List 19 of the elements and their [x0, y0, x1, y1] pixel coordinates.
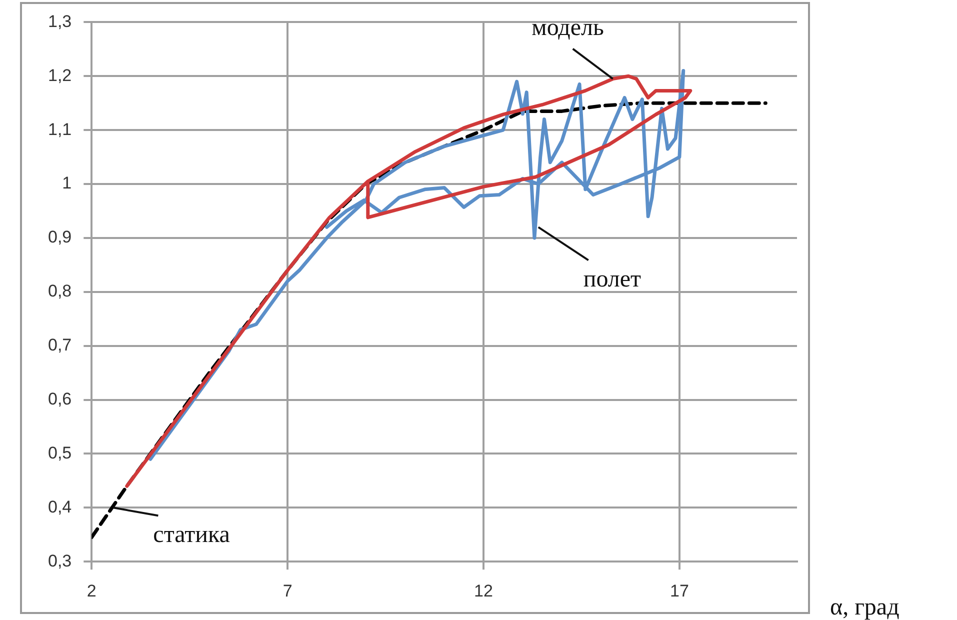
x-tick-label: 12 — [474, 581, 493, 600]
y-tick-label: 0,6 — [48, 389, 72, 408]
y-tick-label: 0,4 — [48, 497, 72, 516]
y-tick-label: 0,5 — [48, 443, 72, 462]
annotation: статика — [153, 522, 230, 548]
x-axis-title: α, град — [830, 594, 900, 620]
x-tick-label: 7 — [282, 581, 292, 600]
y-tick-label: 0,7 — [48, 336, 72, 355]
annotation: модель — [532, 15, 604, 42]
y-tick-label: 1,2 — [48, 66, 72, 85]
x-tick-label: 17 — [670, 581, 689, 600]
x-tick-label: 2 — [86, 581, 96, 600]
y-tick-label: 1,1 — [48, 120, 72, 139]
y-tick-label: 0,9 — [48, 228, 72, 247]
y-tick-label: 1,3 — [48, 12, 72, 31]
y-tick-label: 0,8 — [48, 282, 72, 301]
annotation: полет — [583, 266, 642, 292]
y-tick-label: 1 — [62, 174, 72, 193]
y-tick-label: 0,3 — [48, 551, 72, 570]
